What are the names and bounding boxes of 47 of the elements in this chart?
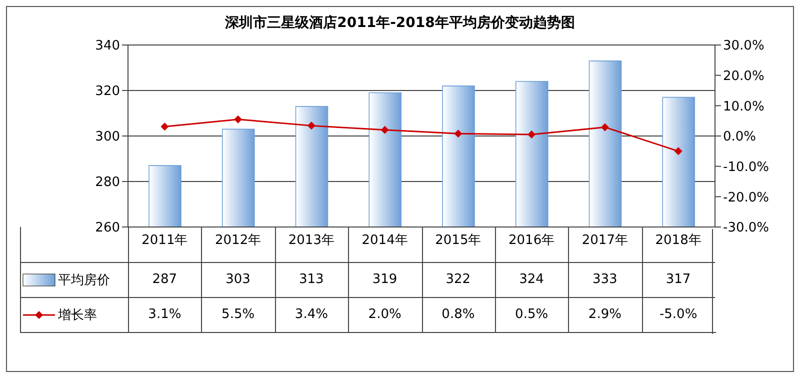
y2-tick-label: -20.0%	[723, 190, 769, 206]
y2-tick-label: 30.0%	[723, 38, 764, 54]
legend-label: 平均房价	[58, 272, 110, 288]
y2-tick-label: 0.0%	[723, 130, 756, 145]
data-label: 3.1%	[147, 306, 182, 324]
x-tick-label: 2016年	[508, 233, 555, 248]
point	[600, 123, 609, 132]
x-tick-label: 2015年	[435, 233, 482, 248]
data-label: 303	[224, 271, 252, 289]
data-label: 333	[592, 271, 618, 289]
data-label: 5.5%	[220, 306, 256, 324]
data-label: 313	[298, 271, 325, 289]
data-label: 0.8%	[440, 306, 476, 324]
chart-title: 深圳市三星级酒店2011年-2018年平均房价变动趋势图	[224, 14, 576, 32]
x-tick-label: 2018年	[655, 233, 702, 248]
x-tick-label: 2011年	[142, 233, 188, 248]
data-label: 324	[518, 271, 545, 289]
data-label: 322	[444, 271, 472, 289]
y-tick-label: 300	[95, 130, 120, 145]
point	[454, 130, 462, 138]
y-tick-label: 340	[95, 38, 120, 54]
point	[528, 130, 536, 138]
data-label: 317	[664, 271, 692, 289]
y-tick-label: 320	[95, 84, 120, 100]
point	[160, 122, 169, 131]
data-label: 3.4%	[294, 306, 329, 324]
point	[674, 147, 682, 156]
x-tick-label: 2012年	[215, 233, 262, 248]
y2-tick-label: 20.0%	[723, 68, 764, 84]
y2-tick-label: 10.0%	[723, 99, 764, 114]
point	[380, 126, 389, 134]
point	[234, 115, 242, 124]
data-label: 319	[371, 271, 398, 289]
y-tick-label: 280	[95, 175, 120, 190]
legend-label: 增长率	[58, 306, 97, 324]
data-label: 0.5%	[514, 306, 550, 324]
x-tick-label: 2014年	[362, 233, 408, 248]
data-label: 2.0%	[367, 306, 402, 324]
y2-tick-label: -30.0%	[723, 220, 769, 236]
data-label: 287	[151, 271, 178, 289]
x-tick-label: 2017年	[582, 233, 628, 248]
y-tick-label: 260	[95, 220, 120, 236]
point	[307, 122, 316, 130]
data-label: -5.0%	[658, 306, 698, 324]
x-tick-label: 2013年	[288, 233, 334, 248]
data-label: 2.9%	[587, 306, 622, 324]
y2-tick-label: -10.0%	[723, 160, 769, 175]
